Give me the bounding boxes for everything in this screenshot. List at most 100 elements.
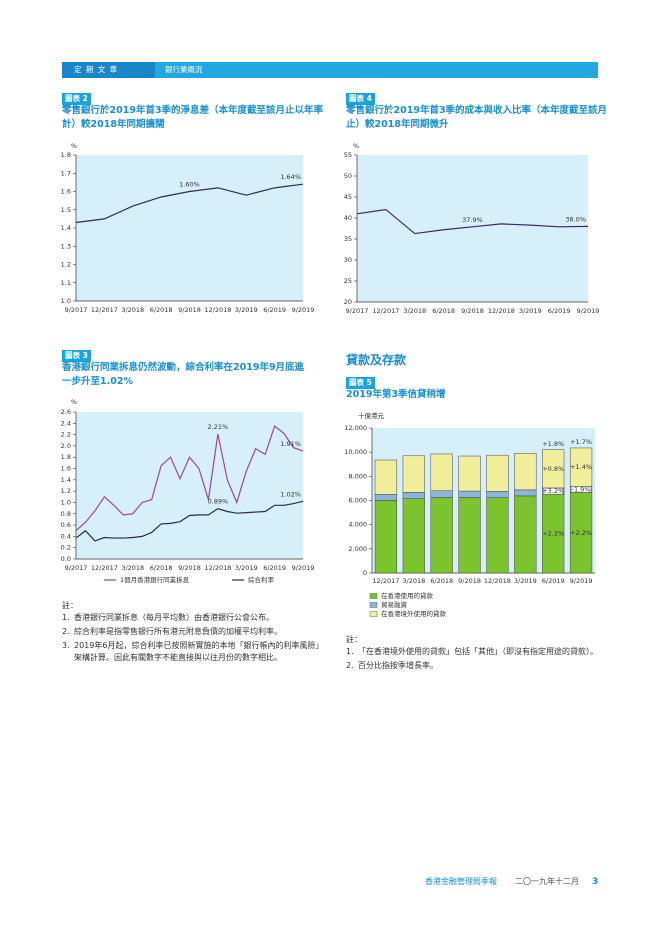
y-tick-label: 2.6 bbox=[61, 408, 71, 416]
y-tick-label: 0.8 bbox=[61, 510, 71, 518]
y-tick-label: 1.7 bbox=[61, 169, 71, 177]
legend-label: 在香港境外使用的貸款 bbox=[381, 609, 447, 618]
x-tick-label: 6/2019 bbox=[263, 306, 286, 314]
y-axis-label: % bbox=[353, 142, 359, 150]
data-label: 1.02% bbox=[280, 490, 301, 498]
x-tick-label: 12/2017 bbox=[91, 564, 118, 572]
x-tick-label: 9/2017 bbox=[65, 306, 88, 314]
y-tick-label: 4,000 bbox=[348, 521, 367, 529]
data-label: 38.0% bbox=[565, 215, 586, 223]
bar-segment bbox=[430, 490, 453, 498]
x-tick-label: 12/2018 bbox=[204, 564, 231, 572]
x-tick-label: 12/2018 bbox=[484, 577, 511, 585]
y-tick-label: 30 bbox=[344, 256, 352, 264]
section-heading: 貸款及存款 bbox=[346, 353, 407, 367]
y-tick-label: 1.6 bbox=[61, 465, 71, 473]
x-tick-label: 9/2017 bbox=[346, 307, 369, 315]
legend-label: 在香港使用的貸款 bbox=[381, 591, 434, 600]
notes-heading: 註： bbox=[346, 635, 362, 644]
y-tick-label: 1.4 bbox=[61, 476, 71, 484]
y-tick-label: 1.2 bbox=[61, 261, 71, 269]
bar-segment bbox=[458, 455, 481, 492]
bar-segment bbox=[542, 449, 565, 489]
x-tick-label: 6/2018 bbox=[150, 306, 173, 314]
notes-heading: 註： bbox=[62, 601, 78, 610]
y-tick-label: 8,000 bbox=[348, 472, 367, 480]
figure-title: 2019年第3季信貸稍增 bbox=[346, 389, 446, 400]
bar-segment bbox=[402, 492, 425, 499]
y-tick-label: 1.1 bbox=[61, 279, 71, 287]
x-tick-label: 6/2018 bbox=[150, 564, 173, 572]
bar-segment bbox=[514, 453, 537, 491]
y-tick-label: 1.6 bbox=[61, 188, 71, 196]
x-tick-label: 9/2018 bbox=[178, 306, 201, 314]
data-line bbox=[356, 208, 589, 235]
y-tick-label: 10,000 bbox=[344, 448, 367, 456]
note-item: 2. 百分比指按季增長率。 bbox=[346, 660, 604, 672]
figure-title: 香港銀行同業拆息仍然波動，綜合利率在2019年9月底進一步升至1.02% bbox=[62, 362, 305, 387]
note-text: 百分比指按季增長率。 bbox=[358, 661, 438, 670]
footer-publication: 香港金融管理局季報 bbox=[425, 877, 497, 886]
y-tick-label: 2.2 bbox=[61, 431, 71, 439]
y-tick-label: 1.4 bbox=[61, 224, 71, 232]
growth-label: +2.2% bbox=[542, 530, 564, 538]
x-tick-label: 12/2017 bbox=[372, 577, 399, 585]
data-line bbox=[75, 500, 304, 542]
bar-segment bbox=[430, 453, 453, 491]
y-tick-label: 0.4 bbox=[61, 532, 71, 540]
y-tick-label: 1.5 bbox=[61, 206, 71, 214]
data-line bbox=[75, 183, 304, 224]
y-axis-label: % bbox=[71, 398, 77, 406]
data-line bbox=[75, 425, 304, 532]
note-number: 2. bbox=[346, 661, 354, 670]
bar-segment bbox=[402, 455, 425, 493]
y-tick-label: 0 bbox=[363, 569, 367, 577]
note-text: 2019年6月起，綜合利率已按照新實施的本地「銀行帳內的利率風險」架構計算。因此… bbox=[74, 641, 320, 662]
growth-label: -1.9% bbox=[572, 485, 591, 493]
x-tick-label: 9/2019 bbox=[570, 577, 593, 585]
x-tick-label: 6/2019 bbox=[548, 307, 571, 315]
x-tick-label: 3/2019 bbox=[235, 564, 258, 572]
note-item: 2. 綜合利率是指零售銀行所有港元附息負債的加權平均利率。 bbox=[62, 626, 320, 638]
x-tick-label: 12/2018 bbox=[488, 307, 515, 315]
x-tick-label: 9/2019 bbox=[292, 564, 315, 572]
note-number: 2. bbox=[62, 627, 70, 636]
y-tick-label: 1.0 bbox=[61, 498, 71, 506]
note-number: 1. bbox=[62, 613, 70, 622]
y-tick-label: 0.2 bbox=[61, 544, 71, 552]
bar-segment bbox=[458, 490, 481, 498]
note-text: 「在香港境外使用的貸款」包括「其他」（即沒有指定用途的貸款）。 bbox=[358, 647, 598, 656]
figure-label: 圖表 2 bbox=[62, 93, 91, 105]
total-growth-label: +1.8% bbox=[542, 440, 564, 448]
plot-area bbox=[357, 155, 588, 302]
legend-swatch bbox=[369, 611, 378, 617]
note-item: 1. 香港銀行同業拆息（每月平均數）由香港銀行公會公布。 bbox=[62, 612, 320, 624]
y-tick-label: 6,000 bbox=[348, 497, 367, 505]
x-tick-label: 12/2017 bbox=[372, 307, 399, 315]
y-tick-label: 20 bbox=[344, 298, 352, 306]
figure-label: 圖表 4 bbox=[346, 93, 375, 105]
bar-segment bbox=[374, 459, 398, 495]
x-tick-label: 3/2019 bbox=[514, 577, 537, 585]
x-tick-label: 3/2018 bbox=[402, 577, 425, 585]
y-tick-label: 1.2 bbox=[61, 487, 71, 495]
legend-label: 綜合利率 bbox=[248, 575, 275, 584]
y-tick-label: 1.3 bbox=[61, 242, 71, 250]
bar-segment bbox=[374, 494, 398, 501]
legend-swatch bbox=[369, 602, 378, 608]
legend-label: 貿易融資 bbox=[381, 600, 408, 609]
note-item: 1. 「在香港境外使用的貸款」包括「其他」（即沒有指定用途的貸款）。 bbox=[346, 646, 604, 658]
total-growth-label: +1.7% bbox=[570, 438, 592, 446]
figure-title: 零售銀行於2019年首3季的淨息差（本年度截至該月止以年率計）較2018年同期擴… bbox=[62, 105, 324, 130]
x-tick-label: 3/2018 bbox=[403, 307, 426, 315]
y-tick-label: 25 bbox=[344, 277, 352, 285]
bar-segment bbox=[569, 447, 593, 487]
x-tick-label: 9/2019 bbox=[577, 307, 600, 315]
y-tick-label: 2,000 bbox=[348, 545, 367, 553]
data-label: 1.64% bbox=[280, 173, 301, 181]
y-tick-label: 1.8 bbox=[61, 453, 71, 461]
note-text: 香港銀行同業拆息（每月平均數）由香港銀行公會公布。 bbox=[74, 613, 274, 622]
x-tick-label: 3/2019 bbox=[519, 307, 542, 315]
note-text: 綜合利率是指零售銀行所有港元附息負債的加權平均利率。 bbox=[74, 627, 282, 636]
